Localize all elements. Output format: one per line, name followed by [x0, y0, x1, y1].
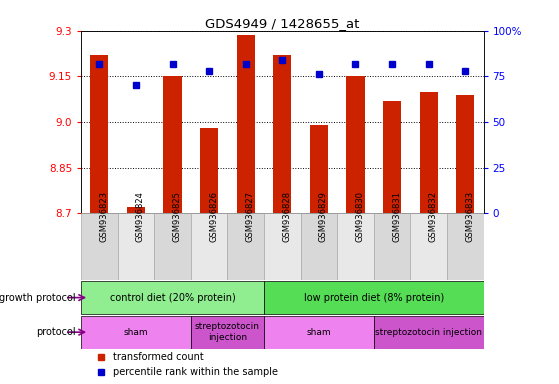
Bar [236, 35, 255, 213]
Bar [154, 213, 191, 280]
Text: GSM936831: GSM936831 [392, 191, 401, 242]
Text: growth protocol: growth protocol [0, 293, 75, 303]
Bar [200, 128, 218, 213]
Bar [264, 316, 374, 349]
Text: sham: sham [306, 328, 331, 337]
Bar [127, 207, 145, 213]
Text: GSM936830: GSM936830 [356, 191, 364, 242]
Text: transformed count: transformed count [113, 352, 204, 362]
Text: GSM936823: GSM936823 [100, 191, 108, 242]
Bar [163, 76, 182, 213]
Text: streptozotocin injection: streptozotocin injection [375, 328, 482, 337]
Bar [383, 101, 401, 213]
Text: GSM936827: GSM936827 [246, 191, 255, 242]
Bar [310, 125, 328, 213]
Text: GSM936828: GSM936828 [282, 191, 291, 242]
Bar [273, 55, 291, 213]
Bar [81, 281, 264, 314]
Title: GDS4949 / 1428655_at: GDS4949 / 1428655_at [205, 17, 359, 30]
Bar [301, 213, 337, 280]
Bar [410, 213, 447, 280]
Bar [456, 94, 475, 213]
Bar [419, 91, 438, 213]
Bar [81, 213, 117, 280]
Bar [374, 316, 484, 349]
Bar [228, 213, 264, 280]
Bar [264, 281, 484, 314]
Bar [264, 213, 301, 280]
Text: GSM936824: GSM936824 [136, 191, 145, 242]
Text: percentile rank within the sample: percentile rank within the sample [113, 367, 278, 377]
Bar [90, 55, 108, 213]
Text: low protein diet (8% protein): low protein diet (8% protein) [304, 293, 444, 303]
Bar [81, 316, 191, 349]
Bar [117, 213, 154, 280]
Bar [337, 213, 374, 280]
Text: GSM936829: GSM936829 [319, 191, 328, 242]
Text: sham: sham [124, 328, 148, 337]
Text: streptozotocin
injection: streptozotocin injection [195, 323, 260, 342]
Text: GSM936832: GSM936832 [429, 191, 438, 242]
Text: control diet (20% protein): control diet (20% protein) [110, 293, 235, 303]
Bar [447, 213, 484, 280]
Bar [374, 213, 410, 280]
Bar [347, 76, 364, 213]
Text: protocol: protocol [36, 327, 75, 337]
Text: GSM936833: GSM936833 [465, 191, 474, 242]
Text: GSM936825: GSM936825 [173, 191, 182, 242]
Bar [191, 213, 228, 280]
Bar [191, 316, 264, 349]
Text: GSM936826: GSM936826 [209, 191, 218, 242]
